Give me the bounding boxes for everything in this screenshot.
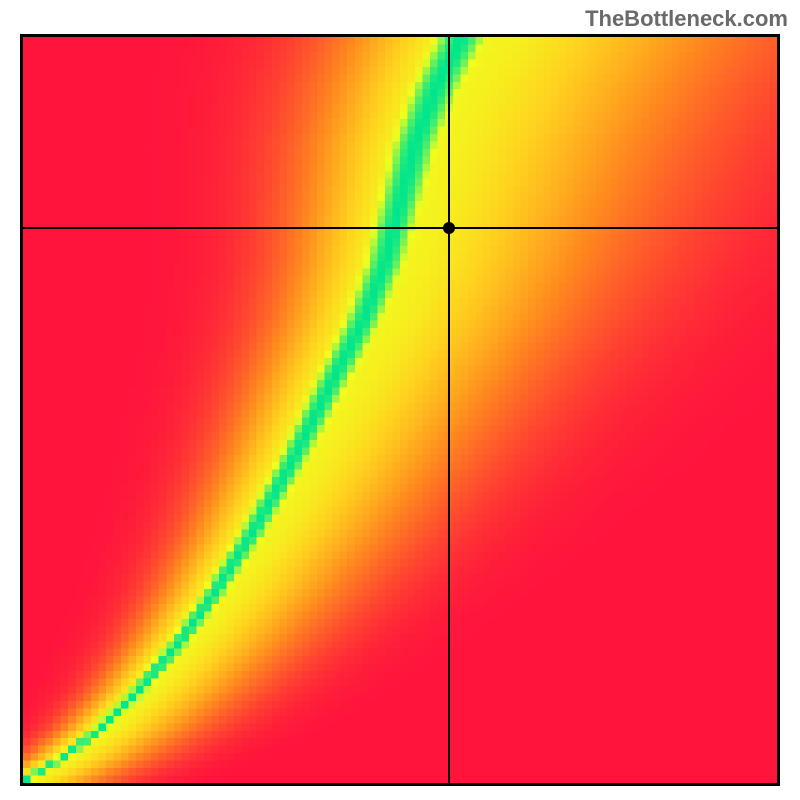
watermark-text: TheBottleneck.com	[585, 6, 788, 32]
crosshair-vertical	[448, 37, 450, 783]
crosshair-horizontal	[23, 227, 777, 229]
heatmap-frame	[20, 34, 780, 786]
heatmap-canvas	[23, 37, 777, 783]
crosshair-marker	[443, 222, 455, 234]
